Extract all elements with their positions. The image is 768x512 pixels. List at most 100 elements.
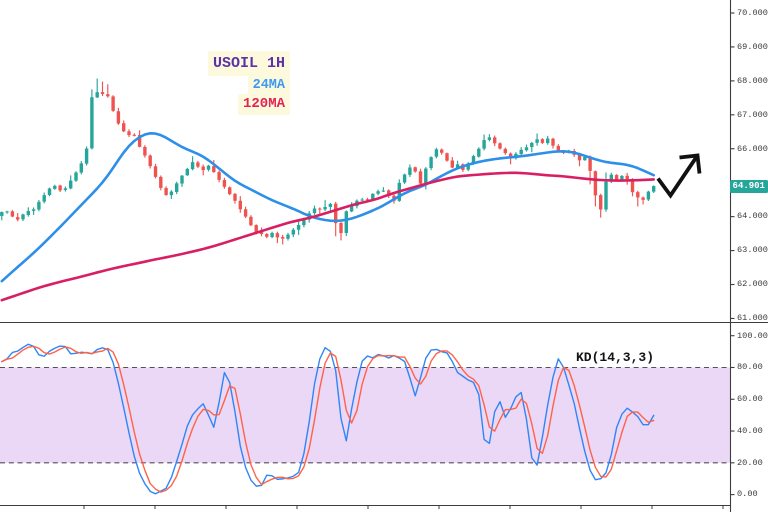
candle-body bbox=[222, 180, 227, 187]
candle-body bbox=[185, 168, 189, 176]
axis-tick-label: 66.000 bbox=[737, 143, 768, 154]
candle-body bbox=[588, 156, 592, 171]
stochastic-band bbox=[0, 367, 731, 463]
candle-body bbox=[143, 146, 147, 156]
candle-body bbox=[349, 205, 354, 212]
candle-body bbox=[95, 92, 99, 98]
candle-body bbox=[519, 149, 523, 155]
candle-body bbox=[318, 208, 322, 210]
candle-body bbox=[445, 153, 449, 161]
candle-body bbox=[5, 211, 9, 213]
candle-body bbox=[466, 163, 470, 170]
candle-body bbox=[493, 137, 497, 144]
candle-body bbox=[455, 164, 460, 168]
candle-body bbox=[291, 229, 295, 235]
candle-body bbox=[201, 166, 205, 171]
series-d-line bbox=[1, 345, 655, 493]
candle-body bbox=[360, 199, 364, 201]
last-price-tag: 64.901 bbox=[729, 179, 768, 193]
candle-body bbox=[636, 192, 640, 198]
candle-body bbox=[53, 185, 57, 189]
axis-tick-label: 20.00 bbox=[737, 457, 763, 468]
candle-body bbox=[323, 206, 327, 210]
up-arrow-annotation-head bbox=[679, 153, 702, 174]
candle-body bbox=[381, 190, 386, 192]
candle-body bbox=[408, 167, 412, 175]
candle-body bbox=[116, 111, 121, 124]
candle-body bbox=[212, 166, 216, 173]
candle-body bbox=[175, 183, 179, 192]
candle-body bbox=[69, 180, 73, 189]
stochastic-indicator-label: KD(14,3,3) bbox=[576, 350, 655, 365]
candle-body bbox=[254, 225, 258, 232]
axis-tick-label: 80.00 bbox=[737, 362, 763, 373]
axis-tick-label: 100.00 bbox=[737, 330, 768, 341]
candle-body bbox=[424, 168, 428, 184]
legend-symbol-timeframe-label: USOIL 1H bbox=[207, 51, 290, 76]
candle-body bbox=[344, 211, 348, 233]
candle-body bbox=[450, 160, 454, 168]
candle-body bbox=[609, 174, 613, 182]
candle-body bbox=[535, 139, 539, 143]
candle-body bbox=[74, 172, 78, 181]
candle-body bbox=[376, 191, 380, 194]
candle-body bbox=[238, 200, 242, 210]
axis-tick-label: 69.000 bbox=[737, 41, 768, 52]
candle-body bbox=[551, 138, 555, 146]
candle-body bbox=[63, 188, 68, 190]
candle-body bbox=[620, 175, 624, 181]
candle-body bbox=[169, 191, 174, 196]
candle-body bbox=[498, 143, 502, 149]
candle-body bbox=[122, 123, 126, 132]
candle-body bbox=[577, 154, 582, 161]
candle-body bbox=[328, 203, 333, 207]
candle-body bbox=[10, 211, 15, 217]
candle-body bbox=[625, 175, 629, 180]
candle-body bbox=[630, 179, 635, 193]
candle-body bbox=[482, 139, 486, 149]
axis-tick-label: 63.000 bbox=[737, 245, 768, 256]
candle-body bbox=[440, 149, 444, 153]
candle-body bbox=[546, 138, 550, 144]
candle-body bbox=[228, 187, 232, 195]
candle-body bbox=[275, 233, 280, 238]
candle-body bbox=[387, 190, 391, 196]
candle-body bbox=[540, 139, 545, 143]
last-price-value: 64.901 bbox=[732, 181, 765, 192]
candle-body bbox=[265, 234, 269, 237]
candle-body bbox=[371, 193, 375, 200]
candle-body bbox=[530, 142, 534, 148]
candle-body bbox=[286, 234, 290, 239]
candle-body bbox=[418, 171, 423, 184]
axis-tick-label: 64.000 bbox=[737, 211, 768, 222]
candle-body bbox=[132, 134, 136, 136]
candle-body bbox=[477, 148, 481, 157]
candle-body bbox=[137, 135, 142, 147]
candle-body bbox=[243, 209, 248, 217]
candle-body bbox=[233, 193, 237, 201]
candle-body bbox=[84, 148, 89, 164]
candle-body bbox=[127, 131, 131, 136]
axis-tick-label: 60.00 bbox=[737, 394, 763, 405]
candle-body bbox=[434, 149, 439, 157]
candle-body bbox=[217, 172, 221, 180]
axis-tick-label: 67.000 bbox=[737, 109, 768, 120]
candle-body bbox=[106, 94, 110, 97]
candle-body bbox=[164, 188, 168, 196]
candle-body bbox=[190, 162, 195, 170]
candle-body bbox=[16, 217, 20, 220]
candle-body bbox=[429, 157, 433, 169]
series-k-line bbox=[1, 343, 655, 495]
candle-body bbox=[100, 92, 105, 95]
candle-body bbox=[31, 209, 36, 211]
candle-body bbox=[42, 195, 46, 202]
candle-body bbox=[37, 201, 41, 210]
candle-body bbox=[196, 162, 200, 167]
candle-body bbox=[614, 175, 619, 181]
candle-body bbox=[58, 185, 62, 191]
candle-body bbox=[159, 176, 163, 188]
candle-body bbox=[365, 199, 370, 201]
candle-body bbox=[487, 137, 492, 140]
candle-body bbox=[302, 219, 306, 226]
